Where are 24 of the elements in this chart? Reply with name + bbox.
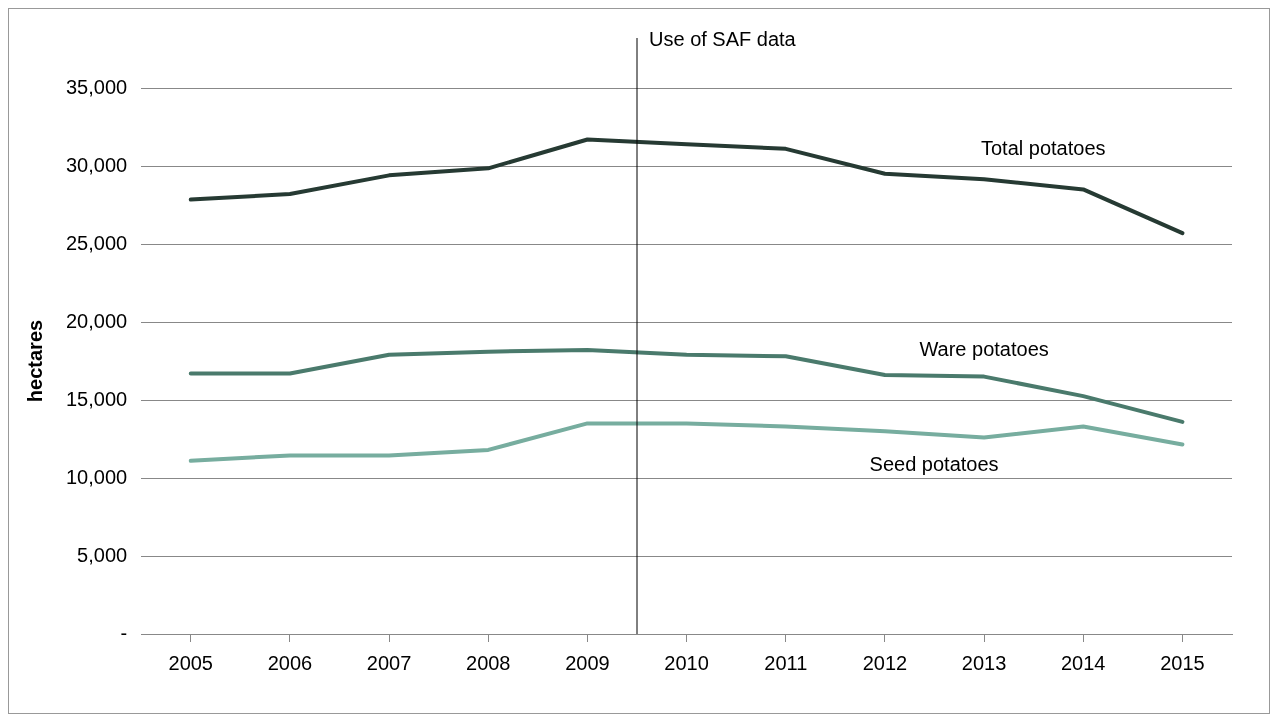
y-tick-label: 30,000 bbox=[66, 153, 128, 176]
series-label: Seed potatoes bbox=[869, 452, 999, 475]
y-tick-label: 35,000 bbox=[66, 75, 128, 98]
y-tick-label: 5,000 bbox=[77, 543, 128, 566]
x-tick-label: 2013 bbox=[961, 651, 1007, 674]
x-tick-label: 2012 bbox=[862, 651, 908, 674]
y-tick-label: 15,000 bbox=[66, 387, 128, 410]
y-tick-label: 20,000 bbox=[66, 309, 128, 332]
y-axis-title: hectares bbox=[23, 319, 46, 403]
y-tick-label: - bbox=[120, 621, 128, 644]
ref-line-label: Use of SAF data bbox=[649, 27, 797, 50]
x-tick-label: 2014 bbox=[1061, 651, 1106, 674]
y-tick-label: 25,000 bbox=[66, 231, 128, 254]
series-label: Total potatoes bbox=[980, 136, 1106, 159]
series-label: Ware potatoes bbox=[919, 338, 1049, 361]
x-tick-label: 2015 bbox=[1160, 651, 1205, 674]
x-tick-label: 2009 bbox=[565, 651, 610, 674]
x-tick-label: 2011 bbox=[764, 651, 808, 674]
x-tick-label: 2008 bbox=[466, 651, 511, 674]
x-tick-label: 2006 bbox=[267, 651, 313, 674]
x-tick-label: 2007 bbox=[366, 651, 412, 674]
x-tick-label: 2010 bbox=[664, 651, 709, 674]
x-tick-label: 2005 bbox=[168, 651, 213, 674]
y-tick-label: 10,000 bbox=[66, 465, 128, 488]
